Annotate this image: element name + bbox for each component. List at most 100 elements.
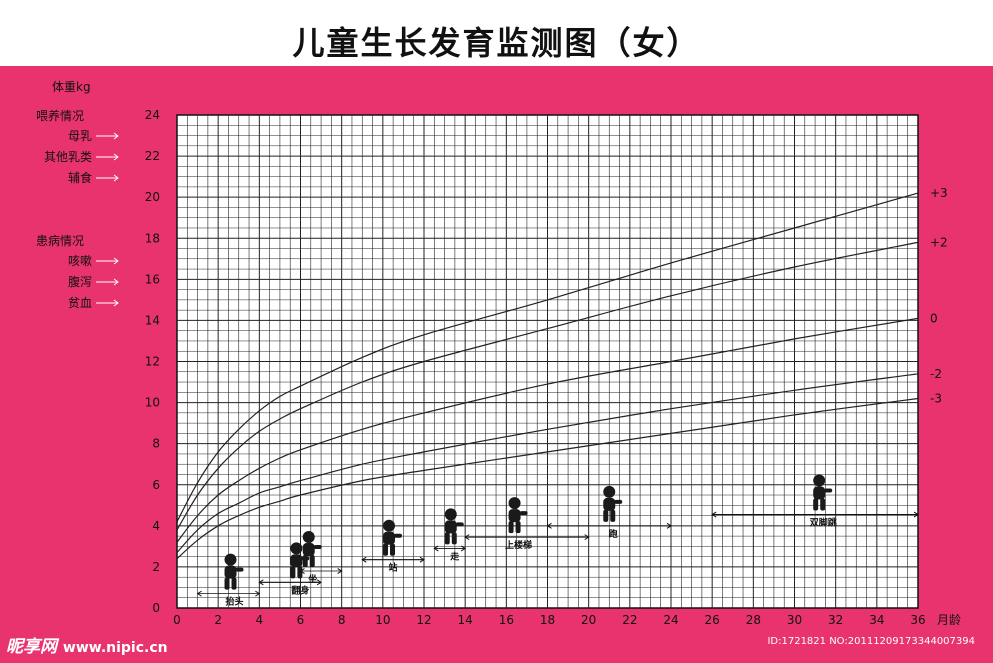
y-axis-label: 体重kg: [52, 80, 91, 94]
milestone-arrow-left: [433, 545, 439, 552]
x-tick-label: 32: [828, 613, 843, 627]
child-figure-icon: [508, 497, 528, 534]
milestones: 抬头 翻身坐 站 走 上楼梯 跑 双脚跳: [196, 474, 919, 608]
y-tick-label: 18: [145, 231, 160, 245]
y-tick-label: 16: [145, 272, 160, 286]
milestone-arrow-right: [666, 522, 672, 529]
series-label: -3: [930, 391, 942, 405]
milestone-arrow-right: [460, 545, 467, 552]
series-line: [176, 373, 919, 553]
milestone-arrow-left: [196, 590, 202, 597]
series-label: +2: [930, 235, 948, 249]
milestone: 站: [361, 519, 425, 574]
milestone: 双脚跳: [711, 474, 919, 529]
series-line: [176, 241, 919, 531]
milestone-arrow-left: [299, 568, 305, 574]
page-title: 儿童生长发育监测图（女）: [292, 24, 701, 62]
illness-item-diarrhea: 腹泻: [68, 275, 92, 289]
milestone-arrow-left: [361, 556, 367, 563]
y-tick-label: 14: [145, 313, 160, 327]
title-band: [0, 0, 993, 66]
child-figure-icon: [444, 508, 464, 545]
child-figure-icon: [302, 531, 322, 568]
x-tick-label: 22: [622, 613, 637, 627]
panel-leader-lines: [96, 132, 119, 307]
child-figure-icon: [383, 519, 403, 556]
illness-items: 咳嗽 腹泻 贫血: [68, 254, 92, 310]
milestone: 坐: [299, 531, 343, 585]
milestone: 走: [433, 508, 467, 562]
x-tick-label: 20: [581, 613, 596, 627]
x-tick-label: 14: [458, 613, 473, 627]
x-tick-label: 16: [499, 613, 514, 627]
x-tick-label: 12: [416, 613, 431, 627]
illness-item-cough: 咳嗽: [68, 254, 92, 268]
y-tick-label: 2: [152, 560, 160, 574]
x-tick-label: 34: [869, 613, 884, 627]
y-tick-label: 4: [152, 519, 160, 533]
x-tick-label: 36: [910, 613, 925, 627]
feeding-item-other-milk: 其他乳类: [44, 150, 92, 164]
milestone-label: 翻身: [291, 584, 309, 596]
milestone-label: 上楼梯: [505, 539, 532, 551]
milestone-label: 抬头: [226, 596, 244, 608]
x-tick-label: 30: [787, 613, 802, 627]
milestone-arrow-right: [255, 590, 261, 597]
x-tick-label: 18: [540, 613, 555, 627]
milestone-label: 站: [389, 562, 398, 574]
child-figure-icon: [603, 485, 623, 522]
x-tick-label: 4: [256, 613, 264, 627]
series-label: 0: [930, 311, 938, 325]
y-tick-label: 0: [152, 601, 160, 615]
y-tick-label: 6: [152, 478, 160, 492]
feeding-item-breastmilk: 母乳: [68, 129, 92, 143]
illness-header: 患病情况: [36, 233, 84, 248]
watermark-logo: 昵享网 www.nipic.cn: [6, 632, 168, 657]
milestone-arrow-right: [316, 579, 323, 586]
child-figure-icon: [813, 474, 833, 511]
watermark-logo-text: 昵享网: [6, 637, 57, 657]
x-tick-label: 10: [375, 613, 390, 627]
series-label: -2: [930, 367, 942, 381]
y-tick-label: 24: [145, 108, 160, 122]
growth-curves: +3 +2 0 -2 -3: [176, 186, 948, 560]
feeding-item-complementary: 辅食: [68, 170, 92, 185]
x-tick-label: 24: [663, 613, 678, 627]
series-line: [176, 317, 919, 543]
milestone: 跑: [546, 485, 672, 540]
x-tick-label: 2: [214, 613, 222, 627]
milestone: 上楼梯: [464, 497, 590, 551]
x-tick-label: 26: [705, 613, 720, 627]
milestone-label: 双脚跳: [810, 517, 837, 529]
milestone-arrow-left: [464, 534, 470, 541]
feeding-items: 母乳 其他乳类 辅食: [44, 129, 92, 185]
milestone-label: 走: [449, 550, 459, 562]
y-tick-label: 22: [145, 149, 160, 163]
milestone-label: 坐: [308, 573, 317, 585]
x-tick-label: 0: [173, 613, 181, 627]
child-figure-icon: [290, 542, 310, 579]
milestone-arrow-left: [546, 522, 552, 529]
series-label: +3: [930, 186, 948, 200]
watermark-id: ID:1721821 NO:20111209173344007394: [767, 636, 975, 647]
y-tick-label: 12: [145, 355, 160, 369]
x-axis-label: 月龄: [937, 613, 961, 627]
milestone-arrow-right: [419, 556, 425, 563]
y-tick-label: 8: [152, 437, 160, 451]
milestone-arrow-right: [913, 511, 919, 518]
x-tick-label: 6: [297, 613, 305, 627]
illness-item-anemia: 贫血: [68, 295, 92, 310]
milestone: 翻身: [258, 542, 323, 596]
x-tick-label: 28: [746, 613, 761, 627]
series-line: [176, 192, 919, 522]
milestone-arrow-left: [711, 511, 717, 518]
milestone-arrow-left: [258, 579, 264, 586]
child-figure-icon: [224, 553, 244, 590]
milestone-arrow-right: [337, 568, 343, 574]
y-tick-label: 10: [145, 396, 160, 410]
y-tick-label: 20: [145, 190, 160, 204]
milestone-label: 跑: [609, 528, 618, 540]
